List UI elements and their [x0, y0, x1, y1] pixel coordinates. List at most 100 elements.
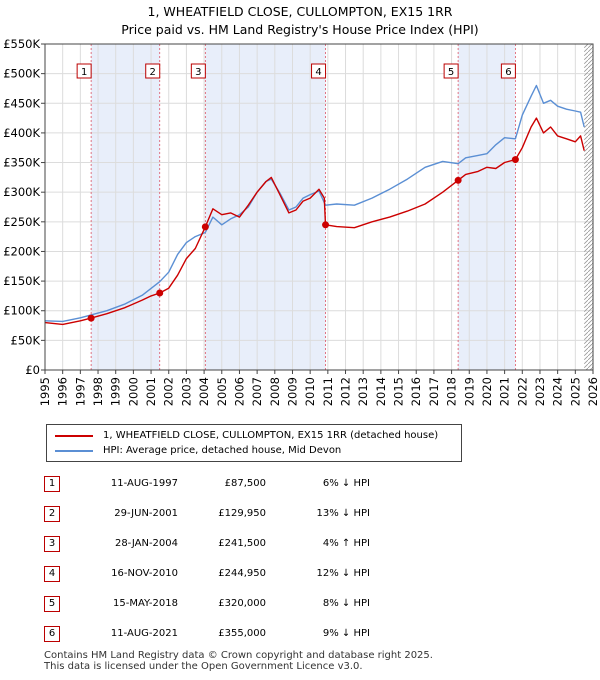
x-tick-label: 2023	[533, 377, 547, 406]
x-tick-label: 2011	[321, 377, 335, 406]
sale-hpi-diff: 12% ↓ HPI	[316, 568, 370, 579]
x-tick-label: 2014	[374, 377, 388, 406]
sale-price: £241,500	[218, 538, 266, 549]
x-tick-label: 1997	[73, 377, 87, 406]
x-tick-label: 1995	[38, 377, 52, 406]
sale-date: 29-JUN-2001	[114, 508, 178, 519]
sale-hpi-diff: 6% ↓ HPI	[322, 478, 370, 489]
x-tick-label: 2002	[162, 377, 176, 406]
y-tick-label: £100K	[3, 304, 40, 318]
sale-date: 11-AUG-1997	[110, 478, 178, 489]
x-tick-label: 1998	[91, 377, 105, 406]
sale-number-badge: 2	[44, 506, 60, 522]
x-tick-label: 2005	[215, 377, 229, 406]
x-tick-label: 2013	[356, 377, 370, 406]
sale-number-boxes: 1 2 3 4 5 6	[76, 63, 516, 79]
sale-point	[156, 289, 164, 297]
y-tick-label: £250K	[3, 215, 40, 229]
sale-number-label: 1	[81, 67, 87, 78]
legend-property-swatch	[55, 435, 93, 437]
forecast-hatch	[584, 44, 593, 370]
x-tick-label: 2007	[250, 377, 264, 406]
x-tick-label: 2016	[409, 377, 423, 406]
sale-number-label: 3	[195, 67, 201, 78]
sale-price: £129,950	[218, 508, 266, 519]
sale-hpi-diff: 9% ↓ HPI	[322, 628, 370, 639]
y-tick-label: £150K	[3, 274, 40, 288]
sale-number-box	[311, 63, 327, 79]
y-tick-label: £450K	[3, 96, 40, 110]
sale-number-badge: 1	[44, 476, 60, 492]
sale-row: 3 28-JAN-2004 £241,500 4% ↑ HPI	[0, 534, 600, 554]
y-tick-label: £50K	[11, 333, 41, 347]
y-tick-label: £400K	[3, 126, 40, 140]
sale-price: £320,000	[218, 598, 266, 609]
x-axis: 1995 1996 1997 1998 1999 2000 2001 2002 2003 2004…	[38, 370, 600, 406]
sale-number-box	[500, 63, 516, 79]
chart-title-block: 1, WHEATFIELD CLOSE, CULLOMPTON, EX15 1R…	[0, 3, 600, 39]
sale-points	[87, 156, 519, 322]
price-chart: 1 2 3 4 5 6 £0 £50K £100K £150K £200K £250K £300K £3…	[3, 37, 600, 406]
footer-licence: This data is licensed under the Open Gov…	[44, 661, 363, 672]
x-tick-label: 1996	[56, 377, 70, 406]
shaded-period	[91, 44, 160, 370]
sale-number-badge: 6	[44, 626, 60, 642]
sale-hpi-diff: 4% ↑ HPI	[322, 538, 370, 549]
chart-legend: 1, WHEATFIELD CLOSE, CULLOMPTON, EX15 1R…	[46, 424, 462, 462]
sale-number-label: 6	[505, 67, 511, 78]
sale-number-label: 5	[448, 67, 454, 78]
property-price-line	[44, 117, 585, 326]
sale-number-box	[190, 63, 206, 79]
x-tick-label: 2006	[232, 377, 246, 406]
x-tick-label: 2025	[568, 377, 582, 406]
footer-notice: Contains HM Land Registry data © Crown c…	[44, 650, 433, 672]
sale-number-box	[145, 63, 161, 79]
sale-price: £244,950	[218, 568, 266, 579]
sale-number-badge: 5	[44, 596, 60, 612]
forecast-hatch-area	[584, 44, 593, 370]
sale-point	[454, 176, 462, 184]
x-tick-label: 2017	[427, 377, 441, 406]
chart-title: 1, WHEATFIELD CLOSE, CULLOMPTON, EX15 1R…	[147, 4, 453, 19]
sale-date: 16-NOV-2010	[111, 568, 178, 579]
y-tick-label: £300K	[3, 185, 40, 199]
sale-number-badge: 3	[44, 536, 60, 552]
y-tick-label: £550K	[3, 37, 40, 51]
x-tick-label: 2021	[498, 377, 512, 406]
sale-row: 1 11-AUG-1997 £87,500 6% ↓ HPI	[0, 474, 600, 494]
sale-point	[322, 221, 330, 229]
x-tick-label: 2026	[586, 377, 600, 406]
y-axis: £0 £50K £100K £150K £200K £250K £300K £350K £400…	[3, 37, 45, 377]
sale-number-label: 4	[315, 67, 321, 78]
x-tick-label: 2022	[515, 377, 529, 406]
shaded-period	[205, 44, 326, 370]
x-tick-label: 2010	[303, 377, 317, 406]
x-tick-label: 2018	[445, 377, 459, 406]
sale-date: 11-AUG-2021	[110, 628, 178, 639]
x-tick-label: 1999	[109, 377, 123, 406]
sale-date: 28-JAN-2004	[114, 538, 178, 549]
x-tick-label: 2012	[339, 377, 353, 406]
sale-price: £87,500	[224, 478, 266, 489]
x-tick-label: 2009	[285, 377, 299, 406]
sale-price: £355,000	[218, 628, 266, 639]
legend-hpi-swatch	[55, 450, 93, 452]
y-tick-label: £500K	[3, 67, 40, 81]
chart-subtitle: Price paid vs. HM Land Registry's House …	[121, 22, 479, 37]
chart-series	[44, 84, 585, 326]
sale-date: 15-MAY-2018	[112, 598, 178, 609]
y-tick-label: £350K	[3, 156, 40, 170]
sale-point	[87, 314, 95, 322]
sale-number-label: 2	[150, 67, 156, 78]
plot-frame	[44, 43, 594, 371]
y-tick-label: £0	[25, 363, 40, 377]
sale-number-box	[443, 63, 459, 79]
legend-property-label: 1, WHEATFIELD CLOSE, CULLOMPTON, EX15 1R…	[103, 430, 439, 441]
sale-row: 6 11-AUG-2021 £355,000 9% ↓ HPI	[0, 624, 600, 644]
x-tick-label: 2008	[268, 377, 282, 406]
x-tick-label: 2000	[126, 377, 140, 406]
sale-number-badge: 4	[44, 566, 60, 582]
x-tick-label: 2004	[197, 377, 211, 406]
y-tick-label: £200K	[3, 244, 40, 258]
x-tick-label: 2020	[480, 377, 494, 406]
